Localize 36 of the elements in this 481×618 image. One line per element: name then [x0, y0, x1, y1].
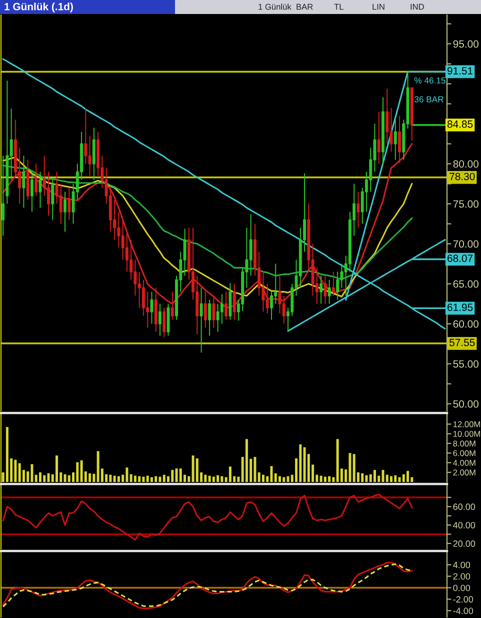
- y-tick-label: 6.00M: [453, 450, 476, 456]
- y-tick-label: 4.00: [453, 562, 470, 568]
- y-tick-label: 75.00: [453, 200, 478, 208]
- y-tick-label: 55.00: [453, 360, 478, 368]
- y-tick-label: 60.00: [453, 320, 478, 328]
- y-tick-label: -2.00: [453, 596, 474, 603]
- y-tick-label: 40.00: [453, 522, 476, 528]
- y-tick-label: 12.00M: [453, 421, 480, 428]
- text: BAR: [296, 4, 313, 10]
- data-label: 61.95: [448, 304, 473, 311]
- annotation: % 46.15: [414, 77, 446, 84]
- text: LIN: [372, 4, 384, 10]
- text: TL: [334, 4, 344, 10]
- y-tick-label: 10.00M: [453, 430, 480, 437]
- y-tick-label: 65.00: [453, 280, 478, 288]
- y-tick-label: 60.00: [453, 504, 476, 510]
- y-tick-label: -4.00: [453, 608, 474, 614]
- y-tick-label: 0.00: [453, 584, 470, 592]
- annotation: 36 BAR: [414, 96, 444, 102]
- ref-line-label: 78.30: [450, 172, 475, 180]
- y-tick-label: 70.00: [453, 240, 478, 248]
- ref-line-label: 57.55: [450, 338, 475, 346]
- y-tick-label: 8.00M: [453, 440, 476, 446]
- y-tick-label: 95.00: [453, 40, 478, 48]
- y-tick-label: 4.00M: [453, 460, 476, 466]
- data-label: 68.07: [448, 254, 473, 262]
- text: IND: [410, 4, 424, 10]
- text: 84.85: [447, 120, 473, 128]
- y-tick-label: 50.00: [453, 400, 478, 408]
- chart-title: 1 Günlük (.1d): [4, 2, 73, 12]
- data-label: 91.51: [447, 67, 473, 75]
- text: 1 Günlük: [258, 4, 292, 10]
- y-tick-label: 2.00M: [453, 470, 476, 476]
- y-tick-label: 80.00: [453, 160, 478, 168]
- y-tick-label: 2.00: [453, 573, 470, 580]
- y-tick-label: 20.00: [453, 540, 476, 547]
